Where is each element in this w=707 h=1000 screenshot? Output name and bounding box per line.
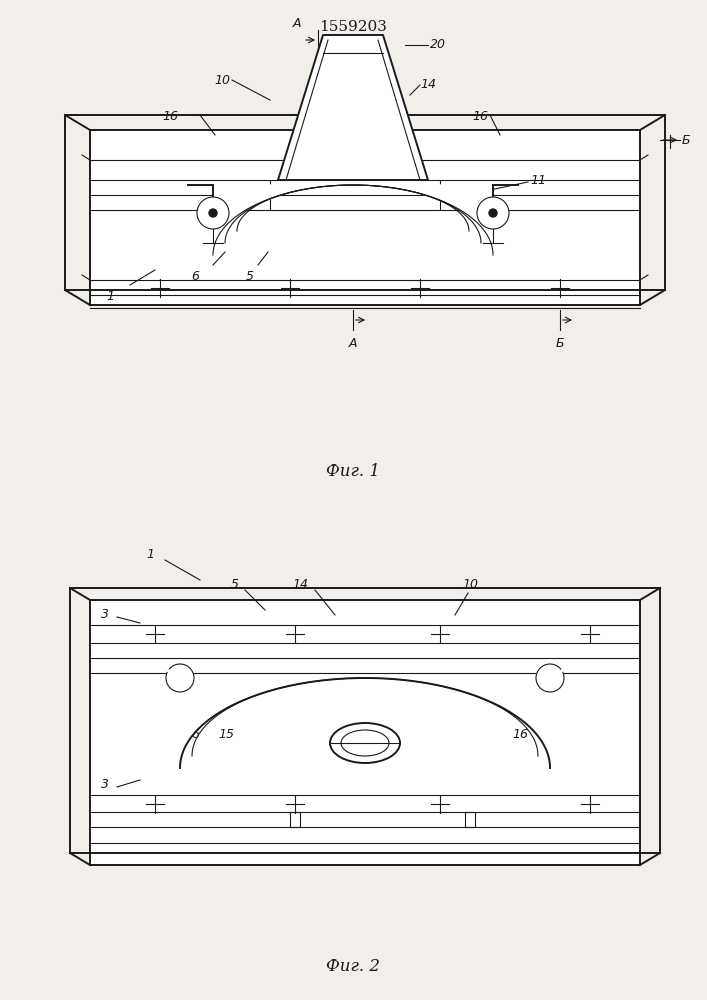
Polygon shape — [90, 130, 640, 305]
Text: 5: 5 — [246, 270, 254, 283]
Text: 14: 14 — [420, 79, 436, 92]
Circle shape — [197, 197, 229, 229]
Polygon shape — [213, 185, 493, 255]
Text: 10: 10 — [214, 74, 230, 87]
Text: 14: 14 — [292, 578, 308, 591]
Text: Б: Б — [556, 337, 564, 350]
Text: 16: 16 — [162, 110, 178, 123]
Polygon shape — [180, 678, 550, 768]
Text: 3: 3 — [101, 608, 109, 621]
Text: 15: 15 — [218, 728, 234, 742]
Text: А: А — [293, 17, 301, 30]
Polygon shape — [278, 35, 428, 180]
Text: 1: 1 — [146, 548, 154, 562]
Text: 6: 6 — [191, 270, 199, 283]
Text: 11: 11 — [530, 174, 546, 186]
Circle shape — [489, 209, 497, 217]
Text: 3: 3 — [101, 778, 109, 792]
Text: 10: 10 — [462, 578, 478, 591]
Text: 1: 1 — [106, 290, 114, 303]
Text: Фиг. 2: Фиг. 2 — [326, 958, 380, 975]
Text: Фиг. 1: Фиг. 1 — [326, 463, 380, 480]
Ellipse shape — [330, 723, 400, 763]
Text: 16: 16 — [184, 728, 200, 742]
Circle shape — [209, 209, 217, 217]
Text: Б: Б — [682, 133, 691, 146]
Text: 20: 20 — [430, 38, 446, 51]
Text: 5: 5 — [231, 578, 239, 591]
Circle shape — [477, 197, 509, 229]
Polygon shape — [90, 600, 640, 865]
Circle shape — [166, 664, 194, 692]
Text: А: А — [349, 337, 357, 350]
Text: 16: 16 — [512, 728, 528, 742]
Text: 16: 16 — [472, 110, 488, 123]
Circle shape — [536, 664, 564, 692]
Text: 1559203: 1559203 — [319, 20, 387, 34]
